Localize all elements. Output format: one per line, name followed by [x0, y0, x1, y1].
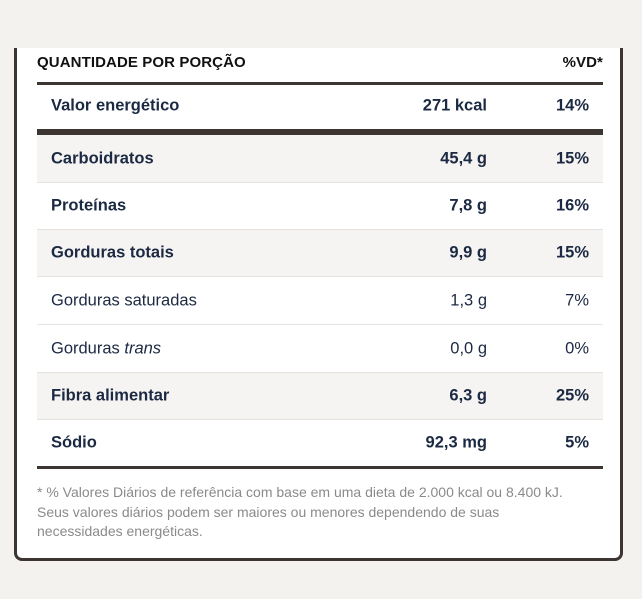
- thick-divider: [37, 129, 603, 135]
- row-label: Valor energético: [51, 96, 180, 115]
- row-amount: 1,3 g: [450, 291, 487, 309]
- row-daily-value: 25%: [555, 386, 589, 405]
- row-energy: Valor energético 271 kcal 14%: [37, 83, 603, 129]
- row-label-italic: trans: [124, 339, 162, 357]
- bottom-divider: [37, 466, 603, 469]
- row-label: Gorduras trans: [51, 339, 161, 358]
- footnote: * % Valores Diários de referência com ba…: [37, 483, 603, 542]
- header-daily-value-label: %VD*: [562, 54, 603, 71]
- row-amount: 9,9 g: [449, 243, 487, 262]
- row-sodium: Sódio 92,3 mg 5%: [37, 420, 603, 466]
- row-daily-value: 15%: [555, 149, 589, 167]
- row-amount: 7,8 g: [449, 196, 487, 215]
- row-daily-value: 15%: [555, 243, 589, 262]
- row-daily-value: 5%: [565, 433, 589, 452]
- row-label: Carboidratos: [51, 149, 154, 167]
- row-label-prefix: Gorduras: [51, 339, 125, 357]
- row-daily-value: 0%: [565, 339, 589, 357]
- row-amount: 271 kcal: [422, 96, 487, 115]
- row-amount: 45,4 g: [440, 149, 487, 167]
- row-label: Gorduras saturadas: [51, 291, 197, 309]
- header-quantity-label: QUANTIDADE POR PORÇÃO: [37, 54, 246, 71]
- row-label: Sódio: [51, 433, 97, 452]
- row-proteins: Proteínas 7,8 g 16%: [37, 183, 603, 230]
- table-header: QUANTIDADE POR PORÇÃO %VD*: [37, 54, 603, 71]
- footnote-line: necessidades energéticas.: [37, 523, 203, 539]
- row-daily-value: 7%: [565, 291, 589, 309]
- row-total-fat: Gorduras totais 9,9 g 15%: [37, 230, 603, 277]
- row-daily-value: 16%: [555, 196, 589, 215]
- row-amount: 6,3 g: [449, 386, 487, 405]
- row-carbohydrates: Carboidratos 45,4 g 15%: [37, 135, 603, 183]
- row-trans-fat: Gorduras trans 0,0 g 0%: [37, 325, 603, 373]
- header-divider: [37, 82, 603, 85]
- row-fiber: Fibra alimentar 6,3 g 25%: [37, 373, 603, 420]
- row-label: Proteínas: [51, 196, 127, 215]
- row-daily-value: 14%: [555, 96, 589, 115]
- row-saturated-fat: Gorduras saturadas 1,3 g 7%: [37, 277, 603, 325]
- footnote-line: * % Valores Diários de referência com ba…: [37, 484, 563, 500]
- row-amount: 0,0 g: [450, 339, 487, 357]
- row-amount: 92,3 mg: [425, 433, 487, 452]
- row-label: Gorduras totais: [51, 243, 174, 262]
- row-label: Fibra alimentar: [51, 386, 170, 405]
- footnote-line: Seus valores diários podem ser maiores o…: [37, 503, 500, 520]
